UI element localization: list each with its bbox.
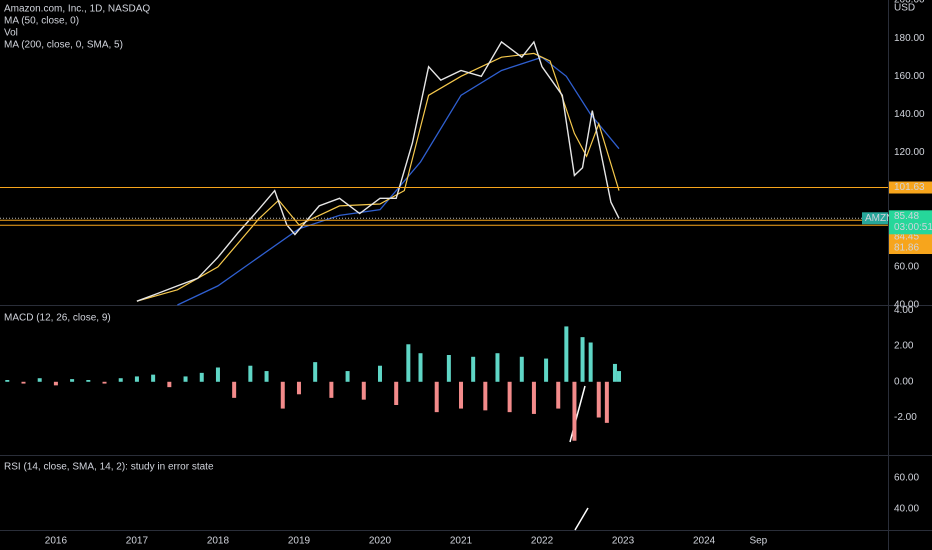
macd-bar (296, 381, 301, 395)
macd-bar (232, 381, 237, 398)
symbol-badge (862, 212, 888, 225)
macd-tick-label: 0.00 (894, 376, 914, 387)
price-line (136, 40, 620, 302)
macd-bar (118, 378, 123, 382)
macd-bar (418, 353, 423, 382)
macd-bar (313, 362, 318, 382)
time-tick-label: 2024 (693, 536, 716, 547)
price-tick-label: 200.00 (894, 0, 925, 6)
macd-bar (134, 376, 139, 382)
time-tick-label: 2019 (288, 536, 311, 547)
rsi-tick-label: 40.00 (894, 504, 919, 515)
macd-bar (215, 367, 220, 382)
macd-bar (394, 381, 399, 405)
time-tick-label: 2017 (126, 536, 149, 547)
price-tick-label: 60.00 (894, 262, 919, 273)
level-badge (889, 181, 932, 194)
macd-bar (483, 381, 488, 411)
price-tick-label: 160.00 (894, 71, 925, 82)
macd-bar (471, 356, 476, 382)
macd-bar (572, 381, 577, 441)
macd-bar (37, 378, 42, 382)
macd-bar (446, 355, 451, 382)
macd-bar (617, 371, 622, 382)
time-tick-label: 2016 (45, 536, 68, 547)
time-tick-label: 2021 (450, 536, 473, 547)
macd-bar (86, 380, 91, 382)
price-tick-label: 180.00 (894, 33, 925, 44)
level-badge-label: 84.45 (894, 232, 919, 243)
level-badge (889, 242, 932, 254)
macd-bar (70, 379, 75, 382)
time-tick-label: 2020 (369, 536, 392, 547)
macd-bar (280, 381, 285, 409)
rsi-tick-label: 60.00 (894, 473, 919, 484)
macd-bar (345, 371, 350, 382)
macd-bar (406, 344, 411, 382)
macd-bar (604, 381, 609, 423)
macd-bar (5, 380, 10, 382)
macd-bar (264, 371, 269, 382)
macd-title: MACD (12, 26, close, 9) (4, 313, 111, 324)
macd-bar (21, 381, 26, 384)
macd-bar (544, 358, 549, 382)
macd-bar (596, 381, 601, 418)
currency: USD (894, 3, 915, 14)
price-tick-label: 120.00 (894, 147, 925, 158)
last-badge (889, 210, 932, 235)
rsi-title: RSI (14, close, SMA, 14, 2): study in er… (4, 462, 214, 473)
legend-symbol: Amazon.com, Inc., 1D, NASDAQ (4, 4, 150, 15)
macd-bar (434, 381, 439, 413)
macd-bar (183, 376, 188, 382)
price-tick-label: 40.00 (894, 300, 919, 311)
macd-bar (102, 381, 107, 384)
level-badge-label: 101.63 (894, 182, 925, 193)
legend-vol: Vol (4, 28, 18, 39)
symbol-badge-label: AMZN (865, 213, 893, 224)
macd-bar (377, 365, 382, 382)
macd-bar (564, 326, 569, 382)
macd-tick-label: 2.00 (894, 341, 914, 352)
macd-bar (612, 363, 617, 382)
macd-bar (495, 353, 500, 382)
macd-bar (556, 381, 561, 409)
macd-bar (151, 374, 156, 382)
macd-tick-label: 4.00 (894, 305, 914, 316)
macd-tick-label: -2.00 (894, 412, 917, 423)
countdown: 03:00:51 (894, 222, 932, 233)
legend-ma200: MA (200, close, 0, SMA, 5) (4, 40, 123, 51)
macd-bar (329, 381, 334, 398)
macd-bar (53, 381, 58, 386)
level-badge-label: 81.86 (894, 243, 919, 254)
macd-bar (588, 342, 593, 382)
macd-bar (248, 365, 253, 382)
time-tick-label: 2023 (612, 536, 635, 547)
macd-bar (531, 381, 536, 414)
time-tick-label: 2018 (207, 536, 230, 547)
macd-bar (361, 381, 366, 400)
legend-ma50: MA (50, close, 0) (4, 16, 79, 27)
macd-bar (167, 381, 172, 388)
ma50-line (136, 52, 620, 302)
macd-bar (459, 381, 464, 409)
ma200-line (177, 56, 620, 306)
time-tick-label: 2022 (531, 536, 554, 547)
macd-bar (580, 337, 585, 382)
trend-drawing (574, 507, 589, 531)
macd-bar (507, 381, 512, 413)
time-tick-label: Sep (749, 536, 767, 547)
macd-bar (519, 356, 524, 382)
macd-bar (199, 372, 204, 382)
last-price: 85.48 (894, 211, 919, 222)
price-tick-label: 140.00 (894, 109, 925, 120)
